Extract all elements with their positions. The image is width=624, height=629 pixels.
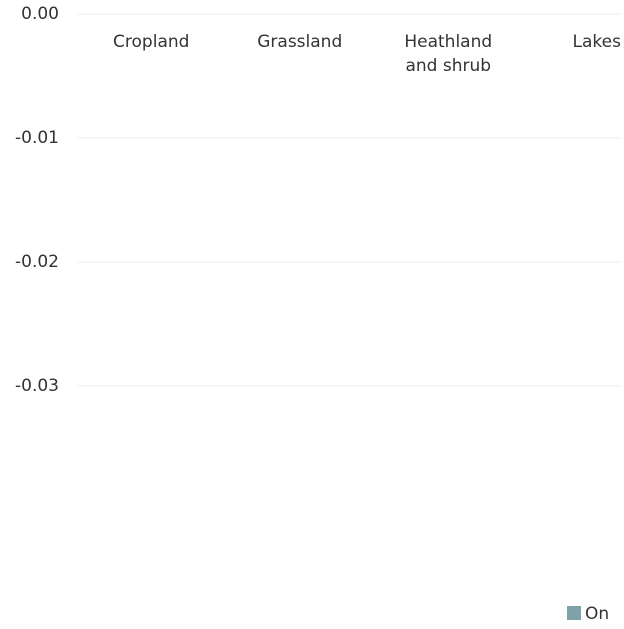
legend-label: On bbox=[585, 604, 609, 624]
y-tick-label: 0.00 bbox=[21, 4, 59, 24]
y-tick-label: -0.02 bbox=[15, 252, 59, 272]
y-tick-label: -0.01 bbox=[15, 128, 59, 148]
x-tick-label: Heathland and shrub bbox=[404, 32, 492, 76]
x-tick-label: Grassland bbox=[257, 32, 342, 52]
x-tick-label: Cropland bbox=[113, 32, 189, 52]
legend-swatch bbox=[567, 606, 581, 620]
y-tick-label: -0.03 bbox=[15, 376, 59, 396]
x-tick-label: Lakes bbox=[573, 32, 622, 52]
